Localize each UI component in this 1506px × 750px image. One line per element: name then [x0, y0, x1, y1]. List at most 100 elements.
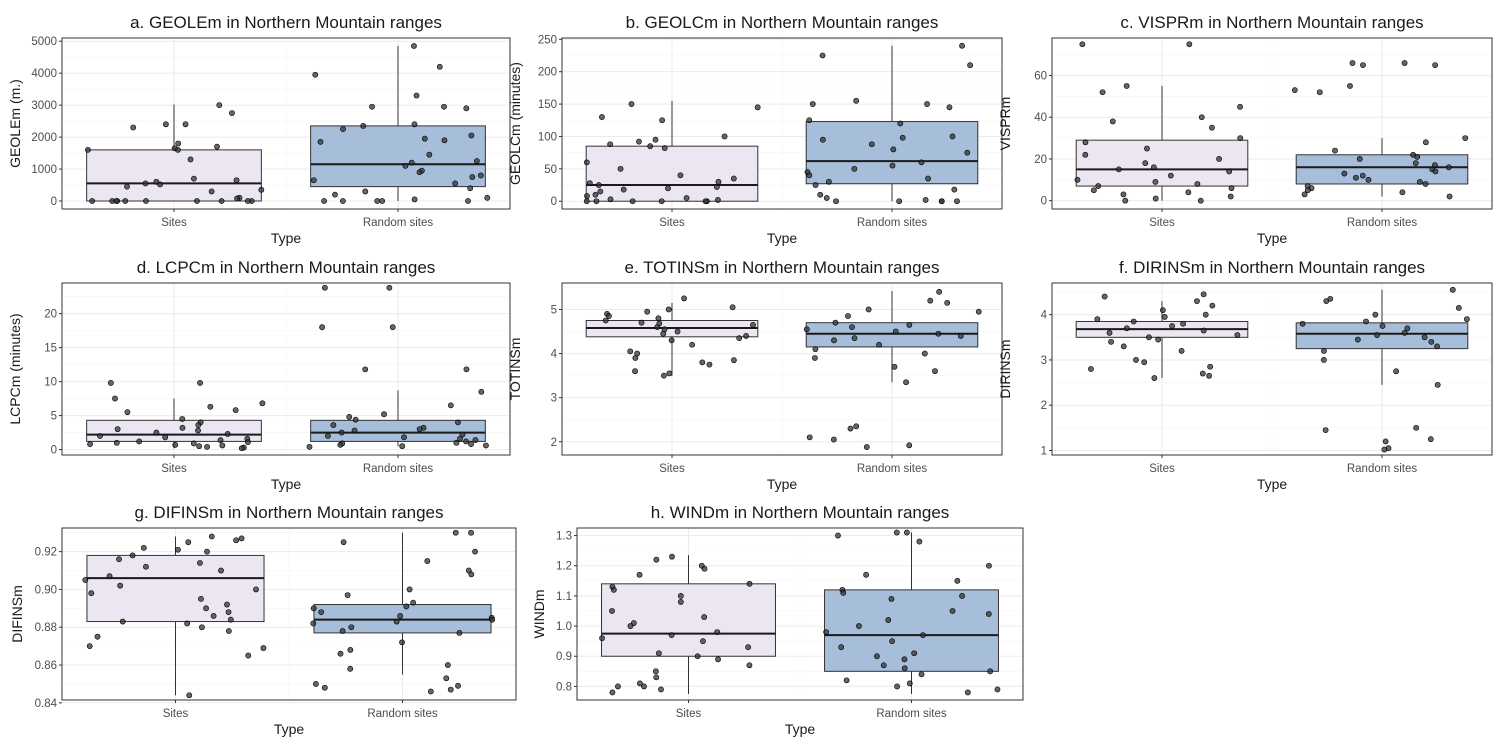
data-point	[1216, 156, 1222, 162]
data-point	[868, 141, 875, 148]
data-point	[863, 444, 870, 450]
data-point	[489, 616, 496, 623]
data-point	[1291, 87, 1298, 94]
data-point	[699, 359, 706, 366]
data-point	[876, 341, 882, 348]
data-point	[863, 571, 870, 578]
x-tick-label: Random sites	[876, 708, 947, 720]
data-point	[1422, 181, 1429, 187]
data-point	[347, 665, 354, 672]
data-point	[238, 535, 245, 542]
data-point	[369, 103, 375, 110]
data-point	[954, 198, 960, 205]
data-point	[374, 198, 381, 204]
y-tick-label: 40	[1034, 112, 1047, 124]
data-point	[920, 632, 926, 639]
data-point	[197, 380, 203, 386]
data-point	[107, 380, 114, 386]
panel-title: h. WINDm in Northern Mountain ranges	[651, 503, 950, 522]
data-point	[617, 165, 624, 172]
data-point	[1414, 153, 1421, 160]
data-point	[856, 623, 862, 629]
data-point	[906, 680, 913, 687]
data-point	[185, 539, 192, 546]
data-point	[838, 644, 845, 651]
data-point	[743, 333, 749, 339]
data-point	[1074, 176, 1081, 183]
data-point	[403, 603, 410, 610]
data-point	[1341, 170, 1348, 177]
data-point	[259, 400, 266, 407]
y-tick-label: 2	[551, 437, 557, 449]
data-point	[602, 317, 609, 324]
data-point	[218, 198, 225, 204]
data-point	[967, 62, 974, 69]
data-point	[1101, 293, 1108, 300]
data-point	[1413, 424, 1420, 431]
data-point	[1349, 60, 1356, 66]
data-point	[1106, 329, 1113, 336]
data-point	[583, 159, 590, 166]
data-point	[636, 571, 643, 578]
data-point	[227, 616, 234, 623]
data-point	[715, 656, 721, 663]
y-axis-label: DIFINSm	[9, 585, 25, 643]
data-point	[136, 438, 143, 445]
data-point	[659, 117, 665, 124]
y-tick-label: 3	[1041, 355, 1047, 367]
data-point	[1194, 181, 1201, 187]
data-point	[689, 341, 696, 348]
data-point	[310, 620, 317, 627]
data-point	[627, 348, 634, 355]
y-tick-label: 4	[1041, 310, 1048, 322]
data-point	[411, 121, 418, 128]
data-point	[260, 645, 267, 651]
data-point	[197, 560, 203, 566]
data-point	[142, 180, 149, 187]
data-point	[885, 617, 892, 623]
data-point	[809, 101, 816, 107]
data-point	[1359, 172, 1366, 179]
data-point	[472, 437, 479, 443]
y-tick-label: 1	[1041, 445, 1047, 457]
y-tick-label: 1.0	[556, 621, 572, 633]
data-point	[196, 443, 203, 450]
data-point	[665, 306, 672, 313]
y-tick-label: 3000	[31, 100, 57, 112]
data-point	[714, 629, 721, 636]
panel-frame	[561, 282, 1003, 456]
data-point	[921, 350, 928, 357]
box-sites	[601, 583, 776, 657]
data-point	[1202, 311, 1209, 318]
data-point	[1301, 191, 1308, 198]
data-point	[1109, 118, 1116, 125]
data-point	[1226, 168, 1233, 175]
box-sites	[1075, 139, 1249, 187]
data-point	[750, 321, 756, 328]
data-point	[452, 180, 459, 187]
data-point	[865, 306, 872, 313]
data-point	[610, 586, 617, 593]
data-point	[889, 638, 896, 645]
x-tick-label: Random sites	[1347, 463, 1418, 475]
data-point	[455, 682, 461, 689]
data-point	[901, 665, 908, 672]
data-point	[1365, 176, 1372, 183]
data-point	[208, 533, 215, 540]
y-axis-label: VISPRm	[997, 97, 1013, 151]
data-point	[903, 379, 909, 386]
data-point	[224, 431, 231, 437]
panel-frame	[1051, 282, 1493, 456]
data-point	[317, 138, 324, 145]
data-point	[310, 177, 317, 184]
data-point	[113, 439, 120, 446]
data-point	[1151, 375, 1158, 381]
data-point	[1180, 320, 1186, 327]
data-point	[1445, 164, 1452, 171]
y-tick-label: 4	[551, 349, 558, 361]
panel-title: d. LCPCm in Northern Mountain ranges	[137, 258, 436, 277]
data-point	[702, 198, 709, 205]
box-sites	[86, 554, 265, 623]
data-point	[1434, 343, 1440, 350]
data-point	[352, 416, 359, 423]
